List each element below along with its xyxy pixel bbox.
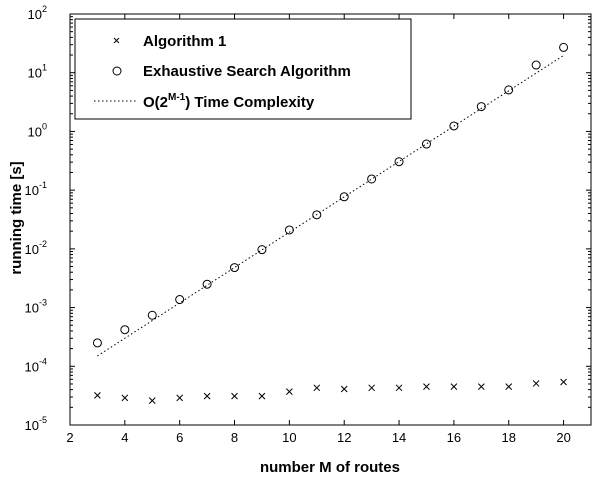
x-tick-label: 14 xyxy=(392,430,406,445)
x-tick-label: 12 xyxy=(337,430,351,445)
y-tick-label: 10-1 xyxy=(25,180,47,198)
x-tick-label: 18 xyxy=(502,430,516,445)
point-algorithm-1 xyxy=(477,383,485,391)
point-exhaustive-search xyxy=(367,174,377,184)
y-tick-label: 102 xyxy=(28,4,47,22)
point-algorithm-1 xyxy=(148,397,156,404)
series-layer xyxy=(92,42,569,404)
legend-marker-x xyxy=(113,37,120,44)
point-exhaustive-search xyxy=(175,295,185,305)
y-tick-label: 10-3 xyxy=(25,298,47,316)
legend-label-complexity: O(2M-1) Time Complexity xyxy=(143,92,315,111)
legend-marker-circle xyxy=(112,66,122,76)
y-axis-label: running time [s] xyxy=(8,161,25,274)
point-exhaustive-search xyxy=(449,121,459,131)
point-algorithm-1 xyxy=(340,385,348,393)
point-exhaustive-search xyxy=(394,157,404,167)
legend-box xyxy=(74,18,412,120)
y-axis: 10-5 10-4 10-3 10-2 10-1 100 101 102 xyxy=(25,4,591,433)
legend-label-exhaustive: Exhaustive Search Algorithm xyxy=(143,63,351,80)
point-algorithm-1 xyxy=(258,392,266,400)
legend: Algorithm 1 Exhaustive Search Algorithm … xyxy=(74,18,412,120)
y-tick-label: 10-2 xyxy=(25,239,47,257)
point-exhaustive-search xyxy=(339,192,349,202)
x-tick-label: 4 xyxy=(121,430,128,445)
point-exhaustive-search xyxy=(92,338,102,348)
x-tick-label: 20 xyxy=(556,430,570,445)
x-axis-label: number M of routes xyxy=(260,459,400,476)
point-algorithm-1 xyxy=(368,384,375,392)
point-exhaustive-search xyxy=(120,325,130,335)
series-line-time-complexity xyxy=(97,55,564,357)
point-algorithm-1 xyxy=(532,380,540,387)
y-tick-label: 101 xyxy=(28,63,47,81)
point-exhaustive-search xyxy=(531,60,541,70)
point-exhaustive-search xyxy=(559,42,569,52)
legend-label-algorithm-1: Algorithm 1 xyxy=(143,33,226,50)
point-algorithm-1 xyxy=(395,384,403,392)
point-exhaustive-search xyxy=(504,85,514,95)
x-tick-label: 10 xyxy=(282,430,296,445)
point-algorithm-1 xyxy=(423,383,430,391)
point-algorithm-1 xyxy=(505,383,513,391)
point-algorithm-1 xyxy=(176,394,184,402)
x-tick-label: 6 xyxy=(176,430,183,445)
x-tick-label: 16 xyxy=(447,430,461,445)
point-algorithm-1 xyxy=(203,392,211,400)
point-exhaustive-search xyxy=(202,279,212,289)
point-algorithm-1 xyxy=(286,388,293,395)
point-exhaustive-search xyxy=(257,245,267,255)
point-exhaustive-search xyxy=(312,210,322,220)
x-tick-label: 2 xyxy=(66,430,73,445)
x-tick-label: 8 xyxy=(231,430,238,445)
point-algorithm-1 xyxy=(121,394,129,402)
point-exhaustive-search xyxy=(230,263,240,273)
point-exhaustive-search xyxy=(147,310,157,320)
point-algorithm-1 xyxy=(231,392,238,400)
y-tick-label: 10-5 xyxy=(25,415,47,433)
y-tick-label: 100 xyxy=(28,121,47,139)
y-tick-label: 10-4 xyxy=(25,356,47,374)
point-exhaustive-search xyxy=(476,102,486,112)
point-algorithm-1 xyxy=(313,384,321,392)
point-algorithm-1 xyxy=(560,378,567,386)
point-algorithm-1 xyxy=(450,383,458,391)
point-algorithm-1 xyxy=(94,391,101,399)
point-exhaustive-search xyxy=(421,139,431,149)
x-axis: 2 4 6 8 10 12 14 16 18 20 xyxy=(66,14,571,445)
